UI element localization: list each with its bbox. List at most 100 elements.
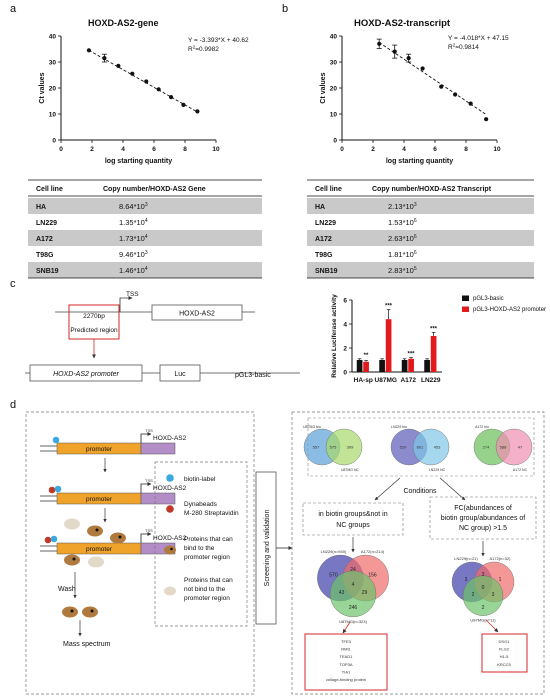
venn-right-region-count: 3	[465, 577, 468, 583]
legend-entry: pGL3-HOXD-AS2 promoter	[473, 307, 546, 313]
svg-text:Proteins that can: Proteins that can	[184, 536, 233, 543]
conditions-label: Conditions	[403, 488, 437, 495]
legend-binding-protein-icon	[164, 545, 176, 555]
screening-results: 557 575 399 U87MG bio U87MG NC 520 601 453 LN229…	[291, 411, 545, 695]
svg-text:Dynabeads: Dynabeads	[184, 501, 218, 508]
panel-a-x-axis-label: log starting quantity	[105, 158, 172, 165]
svg-text:biotin group/abundances of: biotin group/abundances of	[441, 515, 526, 522]
venn-left-region-count: 570	[329, 573, 338, 579]
panel-label-c: c	[10, 278, 16, 290]
three-way-venn-biotin: 570 24 156 43 4 29 246 LN229(n=940) A172(n=214) U…	[317, 549, 389, 624]
venn-left-label: LN229(n=940)	[321, 549, 347, 554]
candidate-left-item: RMI1	[341, 647, 351, 652]
panel-a-data-point	[144, 79, 149, 84]
panel-a-data-point	[116, 63, 121, 68]
table-a-row: SNB19 1.46*104	[28, 262, 262, 278]
table-a-copy-number: 9.46*103	[119, 250, 148, 259]
table-b-row: HA 2.13*103	[307, 198, 534, 214]
panel-a-y-tick-label: 0	[52, 137, 56, 144]
svg-text:FC(abundances of: FC(abundances of	[454, 505, 512, 512]
luc-label: Luc	[174, 371, 186, 378]
tss-label: TSS	[126, 291, 139, 298]
promoter-construct-diagram: TSS HOXD-AS2 2270bp Predicted region HOX…	[25, 291, 300, 382]
svg-text:588: 588	[500, 445, 507, 450]
panel-b-title: HOXD-AS2-transcript	[354, 18, 451, 29]
panel-label-d: d	[10, 399, 16, 411]
vector-label: pGL3-basic	[235, 372, 271, 379]
bar	[356, 360, 363, 372]
pairwise-venns: 557 575 399 U87MG bio U87MG NC 520 601 453 LN229…	[303, 425, 533, 472]
bar-y-tick-label: 2	[343, 345, 347, 352]
svg-text:TSS: TSS	[145, 528, 153, 533]
table-b-row: T98G 1.81*106	[315, 250, 417, 259]
panel-b-r2: R2=0.9814	[448, 43, 479, 52]
table-a-row: LN229 1.35*104	[36, 218, 148, 227]
table-b-cell-line: SNB19	[315, 268, 338, 275]
bar-category-label: U87MG	[375, 377, 397, 384]
panel-a-x-tick-label: 4	[121, 146, 125, 153]
step-1: promoter TSS HOXD-AS2	[40, 428, 187, 455]
panel-b-y-tick-label: 0	[333, 137, 337, 144]
pairwise-venn: 274 588 47 A172 bio A172 NC	[473, 425, 533, 472]
gene-box-label: HOXD-AS2	[179, 311, 215, 318]
svg-text:LN229 NC: LN229 NC	[429, 468, 446, 472]
pairwise-venn-frame	[307, 417, 535, 477]
svg-text:promoter region: promoter region	[184, 595, 230, 602]
panel-a-y-tick-label: 30	[49, 59, 57, 66]
bar	[401, 360, 408, 372]
panel-b-y-tick-label: 20	[330, 85, 338, 92]
panel-b-y-axis-label: Ct values	[320, 72, 327, 103]
svg-text:TSS: TSS	[145, 478, 153, 483]
panel-b-data-point	[420, 66, 425, 71]
table-b-row: A172 2.63*106	[307, 230, 534, 246]
screening-label: Screening and validation	[264, 510, 271, 587]
table-a-row: T98G 9.46*103	[36, 250, 148, 259]
svg-text:557: 557	[313, 445, 320, 450]
panel-a-x-tick-label: 6	[152, 146, 156, 153]
venn-right-region-count: 1	[499, 577, 502, 583]
panel-b-equation: Y = -4.018*X + 47.15	[448, 35, 509, 42]
luc-box	[159, 364, 201, 382]
panel-b-data-point	[392, 49, 397, 54]
venn-left-region-count: 4	[352, 582, 355, 588]
promoter-label: promoter	[86, 446, 113, 453]
table-a-copy-number: 1.73*104	[119, 234, 148, 243]
venn-left-label: A172(n=214)	[361, 549, 385, 554]
panel-a-y-axis-label: Ct values	[39, 72, 46, 103]
panel-a-y-tick-label: 10	[49, 111, 57, 118]
table-b-cell-line: LN229	[315, 220, 336, 227]
panel-a-data-point	[130, 71, 135, 76]
legend-swatch	[462, 306, 469, 312]
panel-a-title: HOXD-AS2-gene	[88, 18, 159, 28]
svg-text:274: 274	[483, 445, 490, 450]
panel-b-standard-curve: 0 10 20 30 40 0 2 4 6 8 10 log starting quantity Ct …	[320, 33, 501, 165]
panel-a-standard-curve: 0 10 20 30 40 0 2 4 6 8 10 log starting quantity Ct …	[39, 33, 220, 165]
svg-text:601: 601	[417, 445, 424, 450]
promoter-insert-box	[29, 364, 143, 382]
region-length-label: 2270bp	[83, 313, 105, 320]
svg-text:U87MG NC: U87MG NC	[341, 468, 360, 472]
panel-a-y-tick-label: 20	[49, 85, 57, 92]
venn-left-region-count: 43	[339, 590, 345, 596]
svg-text:A172 NC: A172 NC	[513, 468, 528, 472]
bar-category-label: LN229	[421, 377, 441, 384]
panel-a-data-point	[195, 109, 200, 114]
venn-left-region-count: 156	[368, 573, 377, 579]
tss-arrow	[119, 296, 133, 312]
panel-a-data-point	[168, 95, 174, 100]
pulldown-workflow: promoter TSS HOXD-AS2 promoter TSS HOXD-…	[25, 411, 255, 695]
svg-text:HOXD-AS2: HOXD-AS2	[153, 435, 187, 442]
panel-b-x-axis-label: log starting quantity	[386, 158, 453, 165]
table-a-header-cell-line: Cell line	[36, 186, 63, 193]
mass-spectrum-label: Mass spectrum	[63, 641, 111, 648]
table-a-cell-line: A172	[36, 236, 53, 243]
panel-b-y-tick-label: 30	[330, 59, 338, 66]
significance-marker: ***	[385, 304, 393, 310]
panel-b-data-point	[453, 92, 458, 97]
table-a-row: A172 1.73*104	[28, 230, 262, 246]
panel-a-x-tick-label: 0	[59, 146, 63, 153]
table-b-row: SNB19 2.83*105	[307, 262, 534, 278]
svg-text:biotin-label: biotin-label	[184, 476, 216, 483]
legend-biotin-icon	[166, 474, 174, 482]
table-a-copy-number: 1.35*104	[119, 218, 148, 227]
